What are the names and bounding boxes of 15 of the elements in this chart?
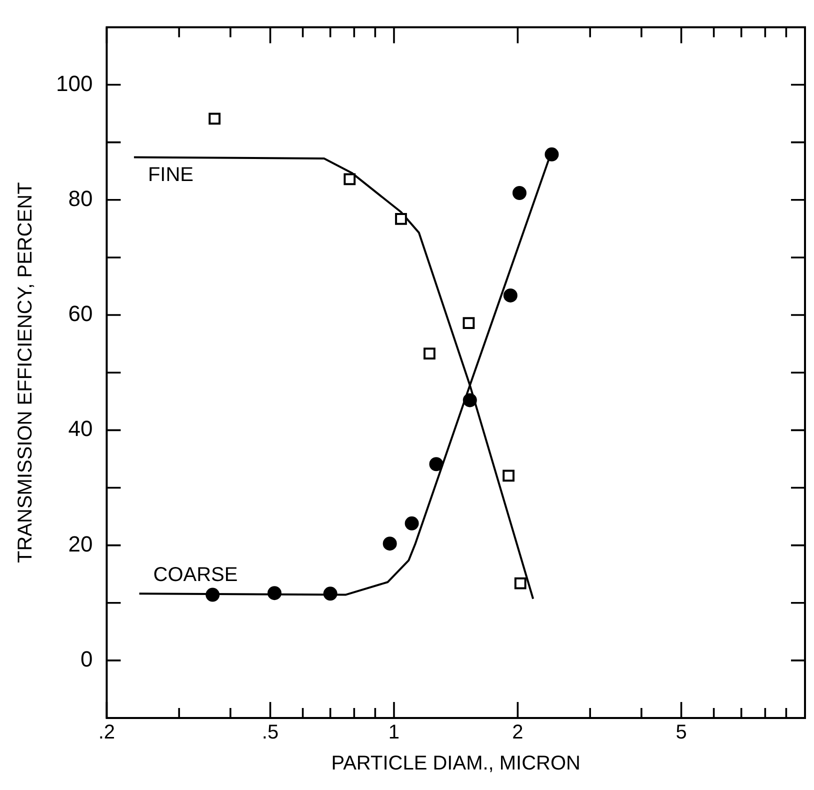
y-tick-label: 100	[56, 70, 93, 96]
x-tick-label: .2	[98, 722, 116, 744]
y-tick-label: 60	[68, 301, 93, 326]
series-label: COARSE	[153, 564, 238, 586]
y-tick-label: 20	[68, 531, 93, 556]
x-tick-label: 2	[512, 722, 524, 744]
x-tick-label: .5	[262, 722, 279, 744]
y-axis-title: TRANSMISSION EFFICIENCY, PERCENT	[14, 182, 37, 563]
x-tick-label: 5	[676, 722, 687, 744]
x-tick-label: 1	[388, 722, 400, 744]
x-axis-title: PARTICLE DIAM., MICRON	[331, 752, 580, 775]
series-label: FINE	[148, 164, 194, 186]
y-tick-label: 80	[68, 186, 93, 211]
y-tick-label: 40	[68, 416, 93, 442]
y-tick-label: 0	[80, 646, 93, 672]
